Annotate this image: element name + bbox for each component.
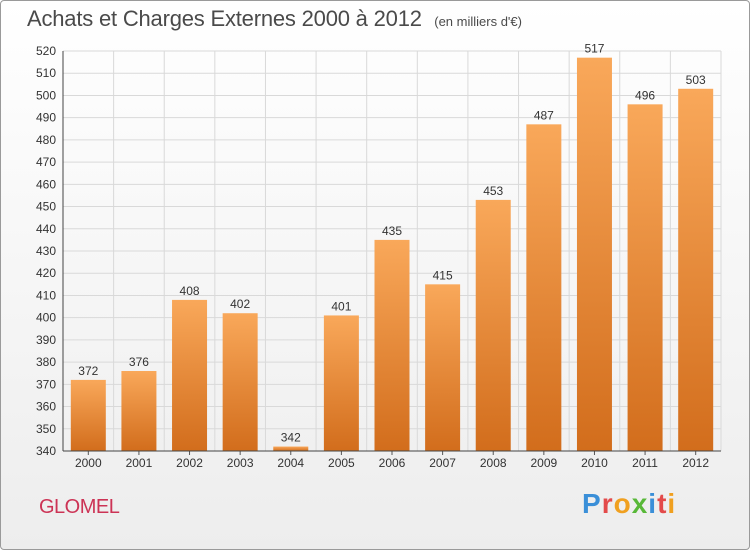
y-tick-label: 500 <box>36 88 56 102</box>
data-label-2000: 372 <box>78 364 98 378</box>
bar-2007[interactable] <box>425 284 461 451</box>
bar-2002[interactable] <box>172 299 208 451</box>
data-label-2007: 415 <box>433 268 453 282</box>
x-tick-label-2003: 2003 <box>227 456 254 470</box>
x-tick-label-2012: 2012 <box>682 456 709 470</box>
data-label-2012: 503 <box>686 73 706 87</box>
logo-letter: r <box>601 488 614 519</box>
data-label-2010: 517 <box>584 42 604 56</box>
logo-letter: o <box>613 488 632 519</box>
y-tick-label: 480 <box>36 133 56 147</box>
y-tick-label: 350 <box>36 422 56 436</box>
x-tick-label-2007: 2007 <box>429 456 456 470</box>
y-tick-label: 360 <box>36 400 56 414</box>
x-tick-label-2004: 2004 <box>277 456 304 470</box>
title-row: Achats et Charges Externes 2000 à 2012 (… <box>27 6 522 32</box>
bar-2004[interactable] <box>273 446 309 451</box>
bar-layer <box>70 57 714 452</box>
data-label-2006: 435 <box>382 224 402 238</box>
axis-layer: 340 350 360 370 380 390 400 410 420 430 440 450 460 4… <box>36 44 721 470</box>
bar-2011[interactable] <box>627 104 663 451</box>
bar-2010[interactable] <box>576 57 612 452</box>
data-label-2001: 376 <box>129 355 149 369</box>
y-tick-label: 400 <box>36 311 56 325</box>
bar-2005[interactable] <box>323 315 359 451</box>
x-tick-label-2001: 2001 <box>126 456 153 470</box>
y-tick-label: 340 <box>36 444 56 458</box>
bar-2001[interactable] <box>121 371 157 451</box>
logo-letter: P <box>582 488 602 519</box>
x-tick-label-2005: 2005 <box>328 456 355 470</box>
data-label-2008: 453 <box>483 184 503 198</box>
y-tick-label: 430 <box>36 244 56 258</box>
data-label-2003: 402 <box>230 297 250 311</box>
bar-2000[interactable] <box>70 379 106 451</box>
bar-2008[interactable] <box>475 199 511 451</box>
y-tick-label: 470 <box>36 155 56 169</box>
logo-letter: i <box>667 488 677 519</box>
x-tick-label-2000: 2000 <box>75 456 102 470</box>
x-tick-label-2002: 2002 <box>176 456 203 470</box>
label-layer: 372 376 408 402 342 401 435 415 453 487 517 496 503 <box>78 42 706 445</box>
proxiti-logo[interactable]: Proxiti <box>582 488 676 520</box>
chart-title: Achats et Charges Externes 2000 à 2012 <box>27 6 422 31</box>
y-tick-label: 420 <box>36 266 56 280</box>
y-tick-label: 410 <box>36 288 56 302</box>
y-tick-label: 390 <box>36 333 56 347</box>
y-tick-label: 520 <box>36 44 56 58</box>
logo-letter: x <box>631 488 649 519</box>
bar-2009[interactable] <box>526 124 562 451</box>
data-label-2004: 342 <box>281 431 301 445</box>
logo-letter: i <box>648 488 658 519</box>
x-tick-label-2009: 2009 <box>530 456 557 470</box>
x-tick-label-2011: 2011 <box>632 456 658 470</box>
data-label-2009: 487 <box>534 108 554 122</box>
y-tick-label: 510 <box>36 66 56 80</box>
bar-2006[interactable] <box>374 239 410 451</box>
y-tick-label: 370 <box>36 377 56 391</box>
x-tick-label-2010: 2010 <box>581 456 608 470</box>
logo-letter: t <box>657 488 668 519</box>
bar-2003[interactable] <box>222 313 258 451</box>
x-tick-label-2006: 2006 <box>379 456 406 470</box>
y-tick-label: 450 <box>36 200 56 214</box>
y-tick-label: 440 <box>36 222 56 236</box>
bar-2012[interactable] <box>678 88 714 452</box>
data-label-2005: 401 <box>331 299 351 313</box>
commune-name: GLOMEL <box>39 496 120 518</box>
data-label-2002: 408 <box>180 284 200 298</box>
y-tick-label: 460 <box>36 177 56 191</box>
data-label-2011: 496 <box>635 88 655 102</box>
x-tick-label-2008: 2008 <box>480 456 507 470</box>
chart-subtitle: (en milliers d'€) <box>434 14 522 29</box>
y-tick-label: 490 <box>36 111 56 125</box>
y-tick-label: 380 <box>36 355 56 369</box>
